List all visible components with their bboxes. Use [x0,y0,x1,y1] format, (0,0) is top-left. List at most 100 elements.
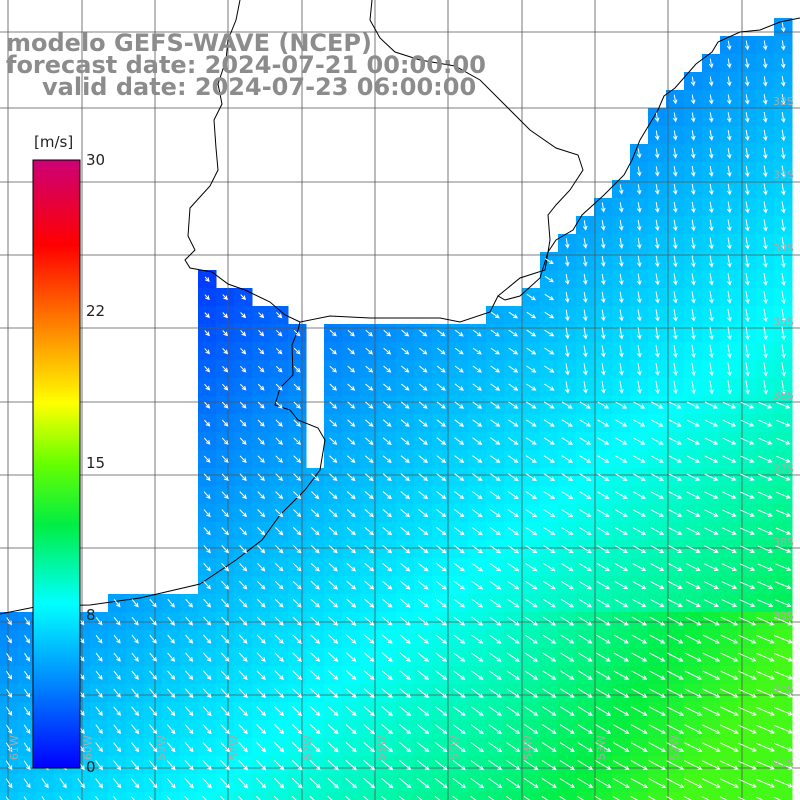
latitude-label: 33S [773,169,794,182]
wind-arrow [453,562,465,572]
wind-arrow [220,742,230,753]
wind-arrow [6,653,12,662]
wind-arrow [5,724,13,734]
wind-arrow [508,329,519,337]
wind-arrow [167,688,176,698]
wind-arrow [364,580,375,590]
wind-arrow [239,562,248,572]
wind-arrow [292,688,303,699]
wind-arrow [708,130,714,141]
wind-arrow [113,670,121,680]
wind-arrow [684,796,693,800]
wind-arrow [401,329,410,337]
wind-arrow [560,688,575,698]
wind-arrow [257,491,266,500]
wind-arrow [615,455,628,463]
wind-arrow [275,419,283,427]
wind-arrow [506,670,520,680]
wind-arrow [781,272,786,287]
wind-arrow [240,365,247,373]
wind-arrow [363,724,375,735]
wind-arrow [292,634,302,644]
wind-cell [450,792,469,800]
wind-cell [270,792,289,800]
wind-arrow [275,347,283,355]
wind-arrow [221,473,229,481]
wind-arrow [631,688,648,698]
wind-arrow [113,795,117,800]
river-plate-shore [184,0,301,323]
wind-arrow [745,201,750,214]
wind-arrow [363,652,375,662]
wind-arrow [762,58,768,69]
wind-arrow [745,326,750,341]
wind-arrow [220,652,230,662]
wind-arrow [655,273,660,286]
wind-arrow [204,383,211,391]
wind-arrow [775,563,792,571]
wind-arrow [738,616,757,626]
wind-arrow [365,383,374,391]
wind-arrow [633,401,646,409]
wind-arrow [345,724,357,735]
wind-arrow [704,473,719,481]
wind-arrow [708,94,714,105]
wind-arrow [578,652,593,662]
wind-arrow [704,455,719,463]
wind-arrow [755,706,775,716]
wind-arrow [257,562,266,572]
wind-arrow [762,40,768,51]
wind-arrow [364,527,374,536]
wind-arrow [452,795,459,800]
wind-arrow [204,294,210,301]
wind-arrow [596,598,611,608]
wind-arrow [24,652,31,662]
wind-arrow [719,778,739,788]
wind-arrow [543,509,556,518]
wind-arrow [508,311,518,319]
wind-arrow [579,455,592,463]
wind-arrow [418,509,429,518]
wind-arrow [578,562,592,572]
title-valid-date: valid date: 2024-07-23 06:00:00 [42,73,477,101]
wind-arrow [636,219,642,232]
wind-arrow [631,652,648,662]
wind-arrow [472,383,483,391]
colorbar-tick-22: 22 [86,302,106,320]
wind-arrow [708,165,714,178]
wind-arrow [648,724,666,734]
wind-arrow [773,706,793,716]
wind-arrow [221,419,229,427]
wind-arrow [471,508,483,518]
wind-arrow [436,509,447,518]
longitude-labels: 61W 60W 59W 58W 57W 56W 55W 54W 53W 52W [8,735,682,760]
wind-arrow [131,616,139,626]
wind-arrow [435,688,448,698]
wind-arrow [544,293,555,301]
wind-arrow [399,616,411,626]
wind-arrow [737,724,757,734]
wind-arrow [781,201,786,214]
wind-arrow [131,706,140,717]
wind-arrow [184,724,194,735]
wind-arrow [737,706,757,716]
wind-arrow [655,219,660,232]
wind-arrow [329,437,338,445]
wind-arrow [417,616,429,626]
wind-arrow [524,706,539,716]
wind-arrow [649,652,666,662]
wind-arrow [758,473,773,481]
wind-arrow [24,617,30,626]
wind-arrow [526,311,537,319]
wind-cell [666,792,685,800]
wind-arrow [543,562,556,572]
wind-arrow [579,509,592,517]
wind-arrow [471,634,484,644]
wind-arrow [418,383,428,391]
wind-arrow [666,778,685,788]
wind-arrow [292,580,302,590]
wind-arrow [452,742,466,753]
wind-arrow [275,437,283,445]
wind-arrow [745,255,750,268]
wind-arrow [684,724,703,734]
